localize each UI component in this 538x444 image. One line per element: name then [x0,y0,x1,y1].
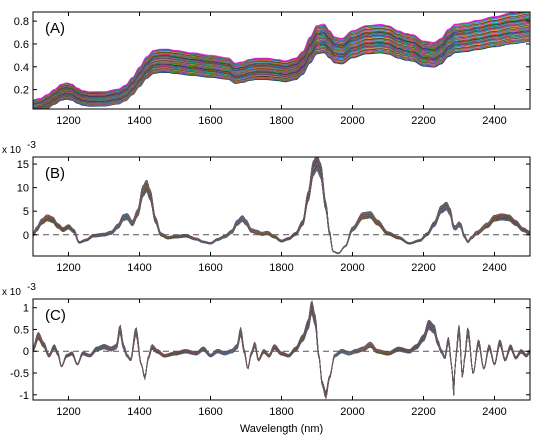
y-tick-label: 0 [23,230,29,242]
x-tick-label: 2000 [340,262,364,274]
spectrum-line [33,302,530,399]
spectra-lines [33,300,530,400]
panel-label: (B) [45,165,65,182]
x-tick-label: 2400 [482,262,506,274]
spectrum-line [33,160,530,254]
x-tick-label: 1400 [127,262,151,274]
y-tick-label: 0.8 [14,16,29,28]
y-exponent-power: -3 [27,140,36,151]
spectrum-line [33,161,530,254]
panel-label: (C) [45,307,66,324]
x-tick-label: 2000 [340,115,364,127]
spectrum-line [33,157,530,255]
x-tick-label: 1800 [269,262,293,274]
spectrum-line [33,12,524,101]
x-tick-label: 1600 [198,262,222,274]
x-tick-label: 1600 [198,406,222,418]
spectrum-line [33,160,530,254]
spectrum-line [33,157,530,254]
y-tick-label: 0 [23,346,29,358]
y-tick-label: 15 [17,159,29,171]
x-tick-label: 1800 [269,115,293,127]
spectrum-line [33,158,530,254]
x-tick-label: 1600 [198,115,222,127]
spectrum-line [37,35,530,109]
spectrum-line [33,14,530,102]
spectrum-line [33,157,530,254]
spectrum-line [33,159,530,254]
y-tick-label: 1 [23,303,29,315]
x-tick-label: 2200 [411,115,435,127]
spectrum-line [33,300,530,400]
x-tick-label: 1400 [127,115,151,127]
y-tick-label: 0.4 [14,62,29,74]
spectrum-line [33,159,530,254]
x-tick-label: 2000 [340,406,364,418]
spectrum-line [33,158,530,254]
spectrum-line [33,159,530,254]
x-tick-label: 1400 [127,406,151,418]
panel-3: 1200 1400 1600 1800 2000 2200 2400 -1 -0.5 0 0.5 1x… [2,282,531,435]
x-axis-title: Wavelength (nm) [240,423,323,435]
x-tick-label: 1200 [56,406,80,418]
y-tick-label: 10 [17,183,29,195]
spectrum-line [33,157,530,254]
spectrum-line [33,157,530,254]
x-tick-label: 2200 [411,262,435,274]
spectrum-line [33,157,530,255]
x-tick-label: 1200 [56,115,80,127]
x-tick-label: 1200 [56,262,80,274]
spectrum-line [33,162,530,254]
panel-1: 1200 1400 1600 1800 2000 2200 2400 0.2 0.4 0.6 0.8… [14,11,531,127]
spectrum-line [33,157,530,255]
y-exponent-label: x 10 [2,145,21,156]
spectrum-line [33,34,530,109]
spectrum-line [33,157,530,254]
panel-label: (A) [45,20,65,37]
y-exponent-power: -3 [27,282,36,293]
spectrum-line [33,157,530,255]
spectrum-line [33,12,530,102]
spectra-lines [33,12,530,109]
spectrum-line [33,303,530,398]
spectrum-line [33,31,530,109]
y-tick-label: 0.6 [14,39,29,51]
panel-2: 1200 1400 1600 1800 2000 2200 2400 0 5 10 15 x 10 -3… [2,140,531,274]
x-tick-label: 2400 [482,115,506,127]
spectra-lines [33,157,530,255]
y-tick-label: -0.5 [10,368,29,380]
spectrum-line [33,302,530,399]
y-tick-label: -1 [19,390,29,402]
y-tick-label: 5 [23,206,29,218]
spectrum-line [33,302,530,399]
spectrum-line [33,15,530,103]
x-tick-label: 2200 [411,406,435,418]
spectrum-line [33,12,520,101]
spectrum-line [33,157,530,254]
y-tick-label: 0.5 [14,324,29,336]
x-tick-label: 1800 [269,406,293,418]
y-tick-label: 0.2 [14,85,29,97]
y-exponent-label: x 10 [2,287,21,298]
spectrum-line [41,38,530,109]
x-tick-label: 2400 [482,406,506,418]
